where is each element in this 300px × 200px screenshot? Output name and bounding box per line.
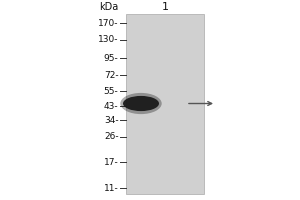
Text: 26-: 26-	[104, 132, 119, 141]
Ellipse shape	[120, 93, 162, 114]
Text: 55-: 55-	[104, 87, 119, 96]
Text: 170-: 170-	[98, 19, 119, 28]
Ellipse shape	[123, 96, 159, 111]
Text: 17-: 17-	[104, 158, 119, 167]
Text: kDa: kDa	[99, 2, 119, 12]
Bar	[126, 14, 204, 194]
Text: 34-: 34-	[104, 116, 119, 125]
Text: 130-: 130-	[98, 35, 119, 44]
Text: 95-: 95-	[104, 54, 119, 63]
Text: 1: 1	[161, 2, 169, 12]
Text: 72-: 72-	[104, 71, 119, 80]
Text: 43-: 43-	[104, 102, 119, 111]
Text: 11-: 11-	[104, 184, 119, 193]
